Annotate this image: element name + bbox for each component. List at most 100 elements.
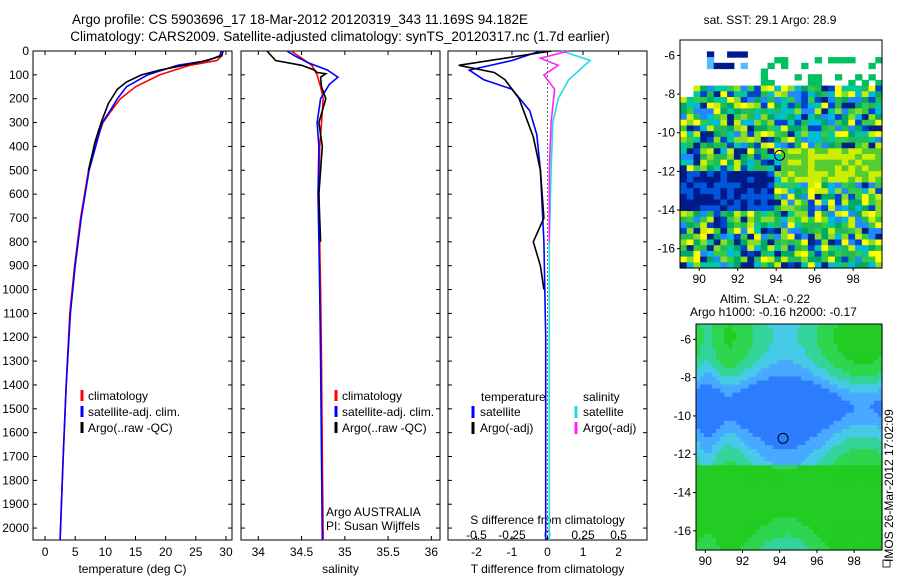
map-cell bbox=[797, 537, 802, 543]
map-cell bbox=[744, 328, 750, 333]
map-cell bbox=[781, 97, 789, 104]
map-cell bbox=[813, 412, 818, 418]
map-cell bbox=[861, 424, 867, 430]
map-cell bbox=[700, 461, 705, 466]
map-cell bbox=[821, 250, 829, 258]
map-cell bbox=[712, 513, 717, 519]
map-cell bbox=[801, 416, 806, 422]
map-cell bbox=[821, 433, 826, 438]
map-cell bbox=[748, 412, 754, 418]
map-cell bbox=[841, 368, 847, 373]
map-cell bbox=[752, 541, 758, 547]
map-cell bbox=[837, 348, 843, 353]
map-cell bbox=[861, 211, 870, 218]
map-cell bbox=[772, 453, 778, 458]
map-cell bbox=[861, 188, 870, 195]
map-cell bbox=[764, 473, 770, 478]
map-cell bbox=[841, 131, 849, 138]
map-cell bbox=[708, 501, 713, 507]
map-cell bbox=[809, 473, 814, 478]
map-cell bbox=[821, 533, 826, 539]
map-cell bbox=[849, 428, 855, 434]
map-cell bbox=[801, 437, 806, 442]
map-cell bbox=[772, 461, 778, 466]
map-cell bbox=[809, 364, 814, 369]
map-cell bbox=[708, 485, 713, 490]
map-cell bbox=[801, 424, 806, 430]
map-cell bbox=[873, 449, 879, 454]
map-cell bbox=[857, 360, 863, 365]
map-cell bbox=[733, 205, 742, 212]
map-cell bbox=[756, 372, 762, 377]
map-cell bbox=[873, 364, 879, 369]
map-cell bbox=[789, 356, 794, 361]
map-cell bbox=[768, 376, 774, 382]
map-cell bbox=[736, 396, 741, 402]
map-cell bbox=[821, 344, 826, 349]
map-cell bbox=[857, 412, 863, 418]
map-cell bbox=[817, 352, 822, 357]
map-cell bbox=[680, 228, 688, 235]
map-cell bbox=[813, 360, 818, 365]
map-cell bbox=[833, 441, 839, 446]
map-cell bbox=[724, 525, 729, 531]
map-cell bbox=[845, 509, 851, 515]
map-cell bbox=[789, 497, 794, 503]
map-cell bbox=[708, 404, 713, 410]
map-cell bbox=[748, 513, 754, 519]
map-cell bbox=[861, 384, 867, 390]
map-cell bbox=[724, 364, 729, 369]
map-cell bbox=[837, 525, 843, 531]
map-cell bbox=[869, 489, 875, 495]
map-cell bbox=[780, 493, 786, 499]
map-cell bbox=[845, 437, 851, 442]
map-cell bbox=[857, 529, 863, 535]
x-tick-label: 98 bbox=[847, 554, 861, 568]
map-cell bbox=[760, 328, 766, 333]
map-cell bbox=[793, 453, 798, 458]
map-cell bbox=[748, 537, 754, 543]
map-cell bbox=[793, 404, 798, 410]
map-cell bbox=[849, 328, 855, 333]
map-cell bbox=[793, 376, 798, 382]
map-cell bbox=[760, 517, 766, 523]
map-cell bbox=[857, 424, 863, 430]
map-cell bbox=[748, 485, 754, 490]
map-cell bbox=[776, 473, 782, 478]
map-cell bbox=[748, 352, 754, 357]
map-cell bbox=[736, 541, 741, 547]
map-cell bbox=[825, 360, 830, 365]
map-cell bbox=[841, 340, 847, 345]
map-cell bbox=[728, 533, 733, 539]
map-cell bbox=[789, 336, 794, 341]
map-cell bbox=[829, 384, 834, 390]
x-tick-label: 0 bbox=[544, 545, 551, 559]
map-cell bbox=[861, 159, 870, 166]
map-cell bbox=[834, 131, 843, 138]
map-cell bbox=[760, 396, 766, 402]
map-cell bbox=[865, 404, 871, 410]
map-cell bbox=[716, 461, 721, 466]
map-cell bbox=[720, 154, 728, 161]
map-cell bbox=[706, 193, 715, 201]
map-cell bbox=[829, 360, 834, 365]
map-cell bbox=[868, 193, 876, 201]
map-cell bbox=[747, 193, 755, 201]
map-cell bbox=[817, 457, 822, 462]
map-cell bbox=[720, 142, 728, 149]
map-cell bbox=[853, 420, 859, 426]
map-cell bbox=[829, 416, 834, 422]
map-cell bbox=[849, 340, 855, 345]
map-cell bbox=[813, 525, 818, 531]
map-cell bbox=[728, 546, 733, 551]
map-cell bbox=[764, 352, 770, 357]
map-cell bbox=[829, 376, 834, 382]
x-tick-label: 90 bbox=[699, 554, 713, 568]
map-cell bbox=[776, 388, 782, 394]
map-cell bbox=[754, 97, 762, 104]
map-cell bbox=[724, 501, 729, 507]
map-cell bbox=[833, 404, 839, 410]
map-cell bbox=[713, 154, 721, 161]
map-cell bbox=[869, 509, 875, 515]
map-cell bbox=[785, 348, 790, 353]
